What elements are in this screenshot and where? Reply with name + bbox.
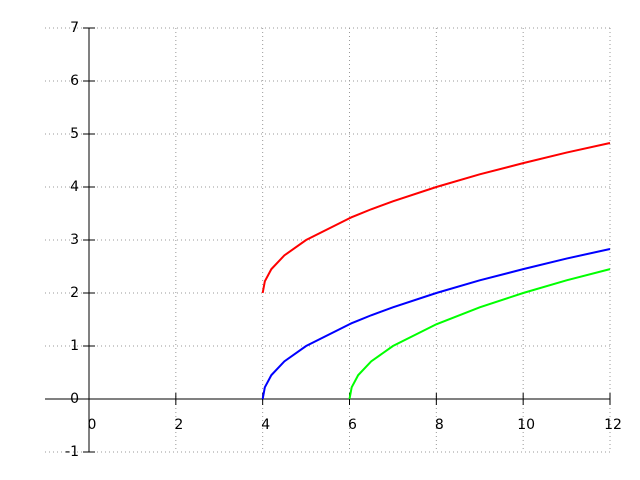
- y-tick-label: 3: [70, 232, 79, 248]
- x-tick-label: 0: [88, 417, 97, 433]
- y-tick-label: 5: [70, 126, 79, 142]
- y-tick-label: 1: [70, 338, 79, 354]
- y-tick-label: 6: [70, 73, 79, 89]
- y-tick-label: 2: [70, 285, 79, 301]
- x-tick-label: 4: [261, 417, 270, 433]
- series-line: [261, 248, 611, 400]
- y-tick-label: 4: [70, 179, 79, 195]
- y-tick-label: 7: [70, 20, 79, 36]
- x-tick-label: 2: [174, 417, 183, 433]
- y-tick-label: -1: [65, 444, 79, 460]
- x-tick-label: 10: [517, 417, 535, 433]
- x-tick-label: 12: [604, 417, 622, 433]
- series-line: [261, 142, 611, 294]
- x-tick-label: 8: [435, 417, 444, 433]
- series-line: [348, 268, 611, 400]
- x-tick-label: 6: [348, 417, 357, 433]
